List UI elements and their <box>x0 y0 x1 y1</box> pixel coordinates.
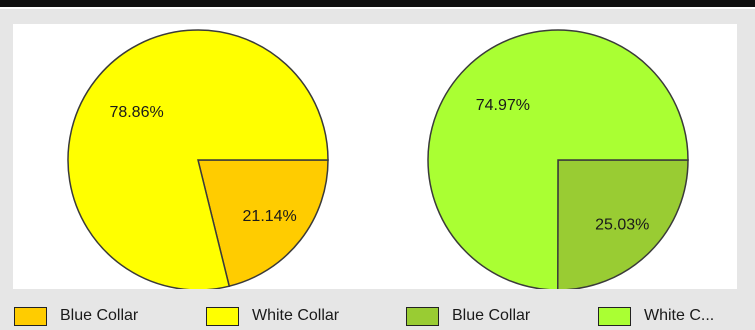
pie-0-slice-0[interactable] <box>197 159 329 288</box>
pie-chart-right: 25.03% 74.97% <box>427 29 689 289</box>
legend-swatch-0 <box>14 306 47 326</box>
pie-1-slice-1-label: 74.97% <box>476 97 530 114</box>
pie-0-slice-1[interactable] <box>67 29 329 289</box>
legend-label-2: Blue Collar <box>452 307 531 324</box>
legend-label-3: White C... <box>644 307 715 324</box>
legend-item-2[interactable]: Blue Collar <box>406 305 530 327</box>
legend-swatch-3 <box>598 306 631 326</box>
legend-label-0: Blue Collar <box>60 307 139 324</box>
legend-swatch-2 <box>406 306 439 326</box>
pie-chart-left: 21.14% 78.86% <box>67 29 329 289</box>
pie-charts-svg: 21.14% 78.86% 25.03% 74.97% <box>67 29 689 289</box>
pie-0-slice-0-label: 21.14% <box>243 208 297 225</box>
legend-label-1: White Collar <box>252 307 340 324</box>
pie-1-slice-0[interactable] <box>557 159 689 289</box>
legend-swatch-1 <box>206 306 239 326</box>
plot-area: 21.14% 78.86% 25.03% 74.97% <box>13 24 737 289</box>
legend-item-3[interactable]: White C... <box>598 305 714 327</box>
top-border-bar <box>0 0 755 7</box>
top-border-rule <box>0 7 755 9</box>
legend-item-1[interactable]: White Collar <box>206 305 339 327</box>
legend-item-0[interactable]: Blue Collar <box>14 305 138 327</box>
legend: Blue Collar White Collar Blue Collar Whi… <box>0 297 755 330</box>
pie-0-slice-1-label: 78.86% <box>109 104 163 121</box>
pie-1-slice-0-label: 25.03% <box>595 216 649 233</box>
pie-1-slice-1[interactable] <box>427 29 689 289</box>
